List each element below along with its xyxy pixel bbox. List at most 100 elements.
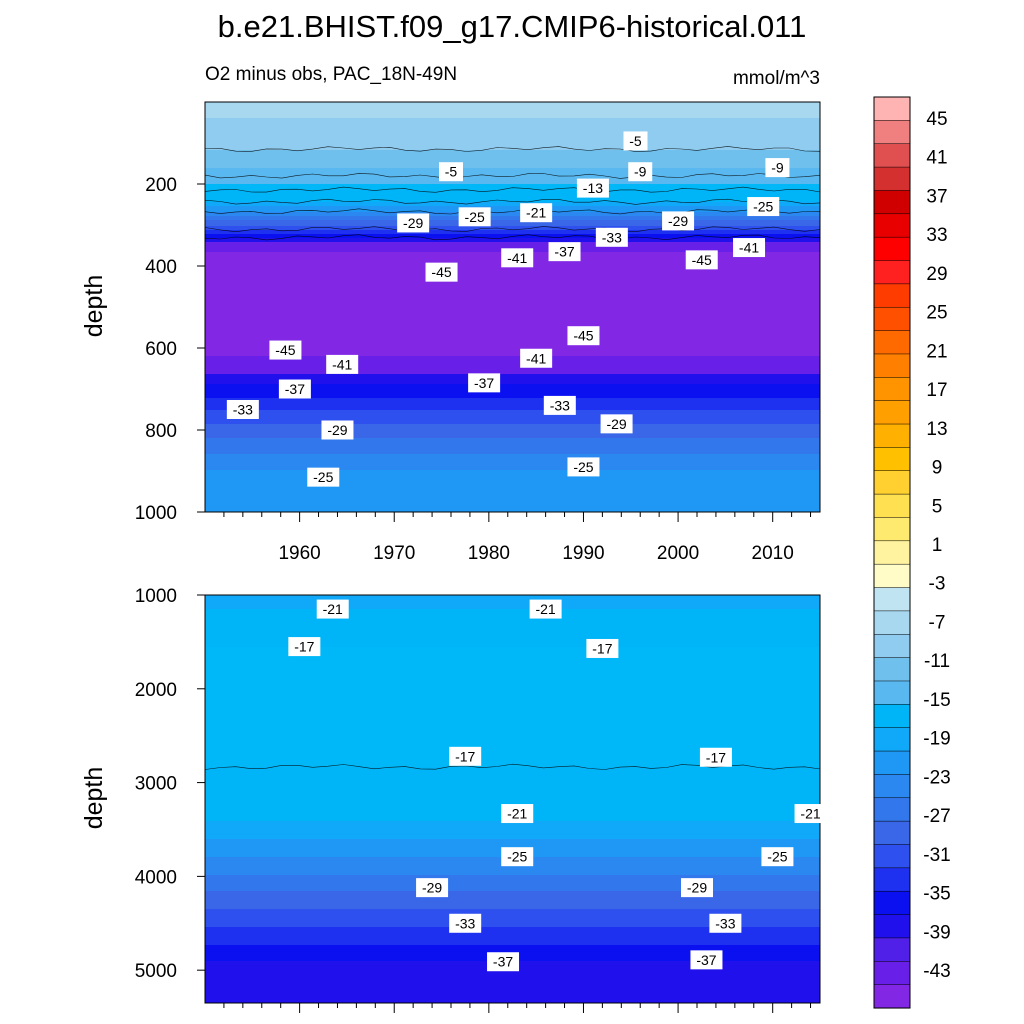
- contour-label-box: [681, 878, 713, 898]
- contour-fill-band: [205, 923, 820, 926]
- colorbar-label: -39: [923, 922, 950, 943]
- contour-fill-band: [205, 410, 820, 413]
- contour-fill-band: [205, 685, 820, 688]
- colorbar-swatch: [873, 704, 911, 729]
- contour-label: -45: [431, 264, 451, 280]
- y-tick-label: 600: [145, 339, 177, 360]
- contour-fill-band: [205, 268, 820, 271]
- contour-fill-band: [205, 611, 820, 614]
- contour-fill-band: [205, 711, 820, 714]
- contour-fill-band: [205, 110, 820, 113]
- colorbar-swatch: [873, 377, 911, 402]
- contour-fill-band: [205, 382, 820, 385]
- contour-fill-band: [205, 118, 820, 121]
- contour-fill-band: [205, 897, 820, 900]
- contour-fill-band: [205, 917, 820, 920]
- contour-fill-band: [205, 132, 820, 135]
- contour-fill-band: [205, 386, 820, 389]
- contour-label: -41: [739, 240, 759, 256]
- contour-fill-band: [205, 432, 820, 435]
- contour-label: -17: [294, 639, 314, 655]
- colorbar-label: -19: [923, 729, 950, 750]
- contour-fill-band: [205, 412, 820, 415]
- contour-fill-band: [205, 422, 820, 425]
- contour-label: -25: [507, 849, 527, 865]
- contour-label-box: [316, 599, 349, 619]
- contour-fill-band: [205, 891, 820, 894]
- contour-fill-band: [205, 885, 820, 888]
- contour-fill-band: [205, 398, 820, 401]
- contour-fill-band: [205, 615, 820, 618]
- contour-label: -17: [592, 640, 612, 656]
- contour-fill-band: [205, 749, 820, 752]
- contour-fill-band: [205, 450, 820, 453]
- colorbar-swatch: [873, 890, 911, 916]
- contour-fill-band: [205, 226, 820, 229]
- contour-fill-band: [205, 745, 820, 748]
- contour-fill-band: [205, 316, 820, 319]
- y-tick-label: 1000: [135, 503, 177, 524]
- contour-fill-band: [205, 781, 820, 784]
- contour-fill-band: [205, 160, 820, 163]
- contour-fill-band: [205, 699, 820, 702]
- contour-label-box: [520, 348, 553, 368]
- contour-fill-band: [205, 893, 820, 896]
- contour-line: [204, 763, 821, 770]
- colorbar-label: 17: [926, 380, 947, 401]
- colorbar-swatch: [873, 517, 911, 542]
- contour-fill-band: [205, 833, 820, 836]
- contour-label: -25: [313, 469, 333, 485]
- contour-fill-band: [205, 318, 820, 321]
- colorbar-swatch: [873, 283, 911, 308]
- contour-label-box: [439, 162, 463, 182]
- contour-fill-band: [205, 418, 820, 421]
- contour-fill-band: [205, 725, 820, 728]
- contour-line: [204, 226, 821, 233]
- contour-label-box: [623, 131, 648, 151]
- contour-fill-band: [205, 178, 820, 181]
- contour-fill-band: [205, 278, 820, 281]
- contour-fill-band: [205, 935, 820, 938]
- contour-label: -41: [526, 350, 546, 366]
- contour-fill-band: [205, 158, 820, 161]
- contour-fill-band: [205, 671, 820, 674]
- contour-label-box: [425, 262, 458, 282]
- contour-fill-band: [205, 705, 820, 708]
- colorbar-swatch: [873, 797, 911, 822]
- contour-fill-band: [205, 126, 820, 129]
- contour-fill-band: [205, 717, 820, 720]
- contour-fill-band: [205, 364, 820, 367]
- contour-fill-band: [205, 759, 820, 762]
- contour-fill-band: [205, 464, 820, 467]
- contour-fill-band: [205, 456, 820, 459]
- contour-fill-band: [205, 342, 820, 345]
- contour-label: -25: [573, 459, 593, 475]
- colorbar-swatch: [873, 143, 911, 168]
- colorbar-frame: [873, 96, 911, 1009]
- contour-fill-band: [205, 619, 820, 622]
- contour-label-box: [288, 637, 321, 657]
- contour-label-box: [765, 158, 790, 178]
- contour-fill-band: [205, 230, 820, 233]
- contour-line: [204, 146, 821, 152]
- contour-fill-band: [205, 246, 820, 249]
- contour-fill-band: [205, 216, 820, 219]
- contour-label: -21: [323, 601, 343, 617]
- contour-label-box: [501, 804, 534, 824]
- contour-fill-band: [205, 394, 820, 397]
- contour-label: -29: [687, 880, 707, 896]
- contour-label-box: [548, 242, 581, 262]
- contour-fill-band: [205, 829, 820, 832]
- contour-label-box: [321, 420, 354, 440]
- contour-fill-band: [205, 344, 820, 347]
- contour-fill-band: [205, 504, 820, 507]
- contour-fill-band: [205, 793, 820, 796]
- contour-label: -33: [602, 229, 622, 245]
- contour-fill-band: [205, 352, 820, 355]
- contour-label-box: [529, 599, 562, 619]
- contour-fill-band: [205, 204, 820, 207]
- contour-fill-band: [205, 332, 820, 335]
- contour-label: -29: [422, 880, 442, 896]
- colorbar-swatch: [873, 306, 911, 332]
